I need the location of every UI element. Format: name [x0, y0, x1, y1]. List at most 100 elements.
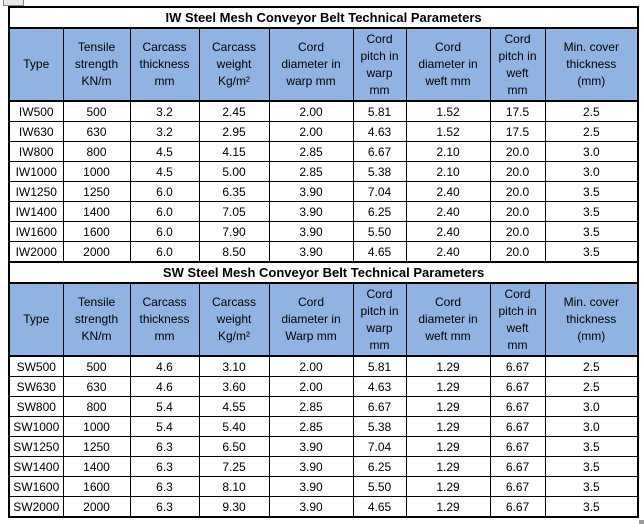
table-cell: 3.0	[544, 396, 639, 417]
table-cell: 3.5	[544, 436, 639, 457]
column-header-cell: Cord diameter in Warp mm	[268, 282, 354, 357]
table-cell: 2.10	[405, 161, 491, 182]
table-row: IW2000 2000 6.0 8.50 3.90 4.65 2.40 20.0 3.5	[8, 241, 639, 263]
table-cell: 4.65	[352, 496, 407, 518]
table-cell: 17.5	[489, 121, 546, 142]
table-cell: 3.5	[544, 476, 639, 497]
table-cell: 6.67	[489, 456, 546, 477]
table-cell: 800	[62, 141, 131, 162]
table-cell: 7.90	[198, 221, 270, 242]
column-header-cell: Carcass weight Kg/m²	[198, 282, 270, 357]
table-cell: IW630	[8, 121, 64, 142]
table-row: IW1400 1400 6.0 7.05 3.90 6.25 2.40 20.0 3.5	[8, 201, 639, 222]
table-cell: 3.0	[544, 416, 639, 437]
table-cell: 20.0	[489, 161, 546, 182]
corner-artifact-icon	[3, 0, 24, 6]
table-cell: SW500	[8, 355, 64, 377]
column-header-cell: Tensile strength KN/m	[62, 27, 131, 102]
table-cell: 4.5	[129, 161, 200, 182]
table-cell: 2.5	[544, 376, 639, 397]
table-cell: 800	[62, 396, 131, 417]
table-row: SW1250 1250 6.3 6.50 3.90 7.04 1.29 6.67 3.5	[8, 436, 639, 457]
table-cell: 6.67	[489, 416, 546, 437]
table-cell: SW1400	[8, 456, 64, 477]
column-header-cell: Carcass weight Kg/m²	[198, 27, 270, 102]
table-row: IW1250 1250 6.0 6.35 3.90 7.04 2.40 20.0 3.5	[8, 181, 639, 202]
table-cell: 5.38	[352, 416, 407, 437]
table-cell: 3.90	[268, 496, 354, 518]
table-cell: 5.81	[352, 100, 407, 122]
table-cell: 2.5	[544, 100, 639, 122]
table-cell: 5.38	[352, 161, 407, 182]
table-cell: 8.10	[198, 476, 270, 497]
table-cell: 5.00	[198, 161, 270, 182]
table-cell: 6.3	[129, 456, 200, 477]
table-title: SW Steel Mesh Conveyor Belt Technical Pa…	[7, 261, 640, 284]
table-cell: SW1600	[8, 476, 64, 497]
table-cell: 2.85	[268, 416, 354, 437]
table-cell: 1.29	[405, 476, 491, 497]
table-row: SW800 800 5.4 4.55 2.85 6.67 1.29 6.67 3.0	[8, 396, 639, 417]
table-row: SW1400 1400 6.3 7.25 3.90 6.25 1.29 6.67 3.5	[8, 456, 639, 477]
table-cell: 500	[62, 100, 131, 122]
table-cell: 2.40	[405, 181, 491, 202]
table-cell: 4.55	[198, 396, 270, 417]
table-cell: 7.04	[352, 436, 407, 457]
table-cell: 630	[62, 121, 131, 142]
column-header-cell: Type	[8, 282, 64, 357]
table-cell: SW1000	[8, 416, 64, 437]
table-row: IW800 800 4.5 4.15 2.85 6.67 2.10 20.0 3.0	[8, 141, 639, 162]
table-cell: 6.67	[489, 376, 546, 397]
table-cell: 1.29	[405, 416, 491, 437]
table-cell: 6.0	[129, 181, 200, 202]
table-cell: 1000	[62, 161, 131, 182]
table-cell: 6.67	[489, 396, 546, 417]
column-header-cell: Cord diameter in warp mm	[268, 27, 354, 102]
column-header-cell: Cord diameter in weft mm	[405, 27, 491, 102]
column-header-cell: Cord pitch in warp mm	[352, 27, 407, 102]
table-cell: 7.04	[352, 181, 407, 202]
column-header-cell: Tensile strength KN/m	[62, 282, 131, 357]
table-cell: 3.60	[198, 376, 270, 397]
sw-section: SW Steel Mesh Conveyor Belt Technical Pa…	[7, 261, 640, 518]
column-header-cell: Carcass thickness mm	[129, 27, 200, 102]
table-cell: 20.0	[489, 141, 546, 162]
table-cell: 3.0	[544, 161, 639, 182]
table-cell: 3.90	[268, 436, 354, 457]
table-cell: 2.45	[198, 100, 270, 122]
table-row: SW500 500 4.6 3.10 2.00 5.81 1.29 6.67 2.5	[8, 355, 639, 377]
table-cell: 1.52	[405, 100, 491, 122]
table-cell: 5.81	[352, 355, 407, 377]
table-cell: IW500	[8, 100, 64, 122]
table-row: SW630 630 4.6 3.60 2.00 4.63 1.29 6.67 2.5	[8, 376, 639, 397]
table-cell: 3.90	[268, 201, 354, 222]
table-cell: 2.00	[268, 376, 354, 397]
table-cell: IW800	[8, 141, 64, 162]
table-cell: IW1000	[8, 161, 64, 182]
table-cell: 7.05	[198, 201, 270, 222]
parameters-table: IW Steel Mesh Conveyor Belt Technical Pa…	[7, 6, 640, 518]
table-cell: 17.5	[489, 100, 546, 122]
column-header-cell: Cord pitch in warp mm	[352, 282, 407, 357]
table-cell: 7.25	[198, 456, 270, 477]
technical-parameters-sheet: IW Steel Mesh Conveyor Belt Technical Pa…	[7, 6, 640, 518]
column-header-row: Type Tensile strength KN/m Carcass thickne…	[8, 282, 639, 357]
table-cell: 5.4	[129, 416, 200, 437]
column-header-cell: Type	[8, 27, 64, 102]
table-cell: SW630	[8, 376, 64, 397]
table-title-row: SW Steel Mesh Conveyor Belt Technical Pa…	[7, 261, 640, 284]
table-cell: 4.6	[129, 355, 200, 377]
table-cell: 4.6	[129, 376, 200, 397]
column-header-cell: Carcass thickness mm	[129, 282, 200, 357]
column-header-cell: Cord pitch in weft mm	[489, 27, 546, 102]
table-cell: 3.10	[198, 355, 270, 377]
table-row: SW1000 1000 5.4 5.40 2.85 5.38 1.29 6.67 3.0	[8, 416, 639, 437]
table-cell: 2.00	[268, 355, 354, 377]
table-cell: 3.2	[129, 121, 200, 142]
table-cell: 1000	[62, 416, 131, 437]
table-cell: 3.90	[268, 221, 354, 242]
table-cell: 6.3	[129, 476, 200, 497]
table-cell: 500	[62, 355, 131, 377]
table-cell: 3.2	[129, 100, 200, 122]
table-cell: 3.90	[268, 241, 354, 263]
